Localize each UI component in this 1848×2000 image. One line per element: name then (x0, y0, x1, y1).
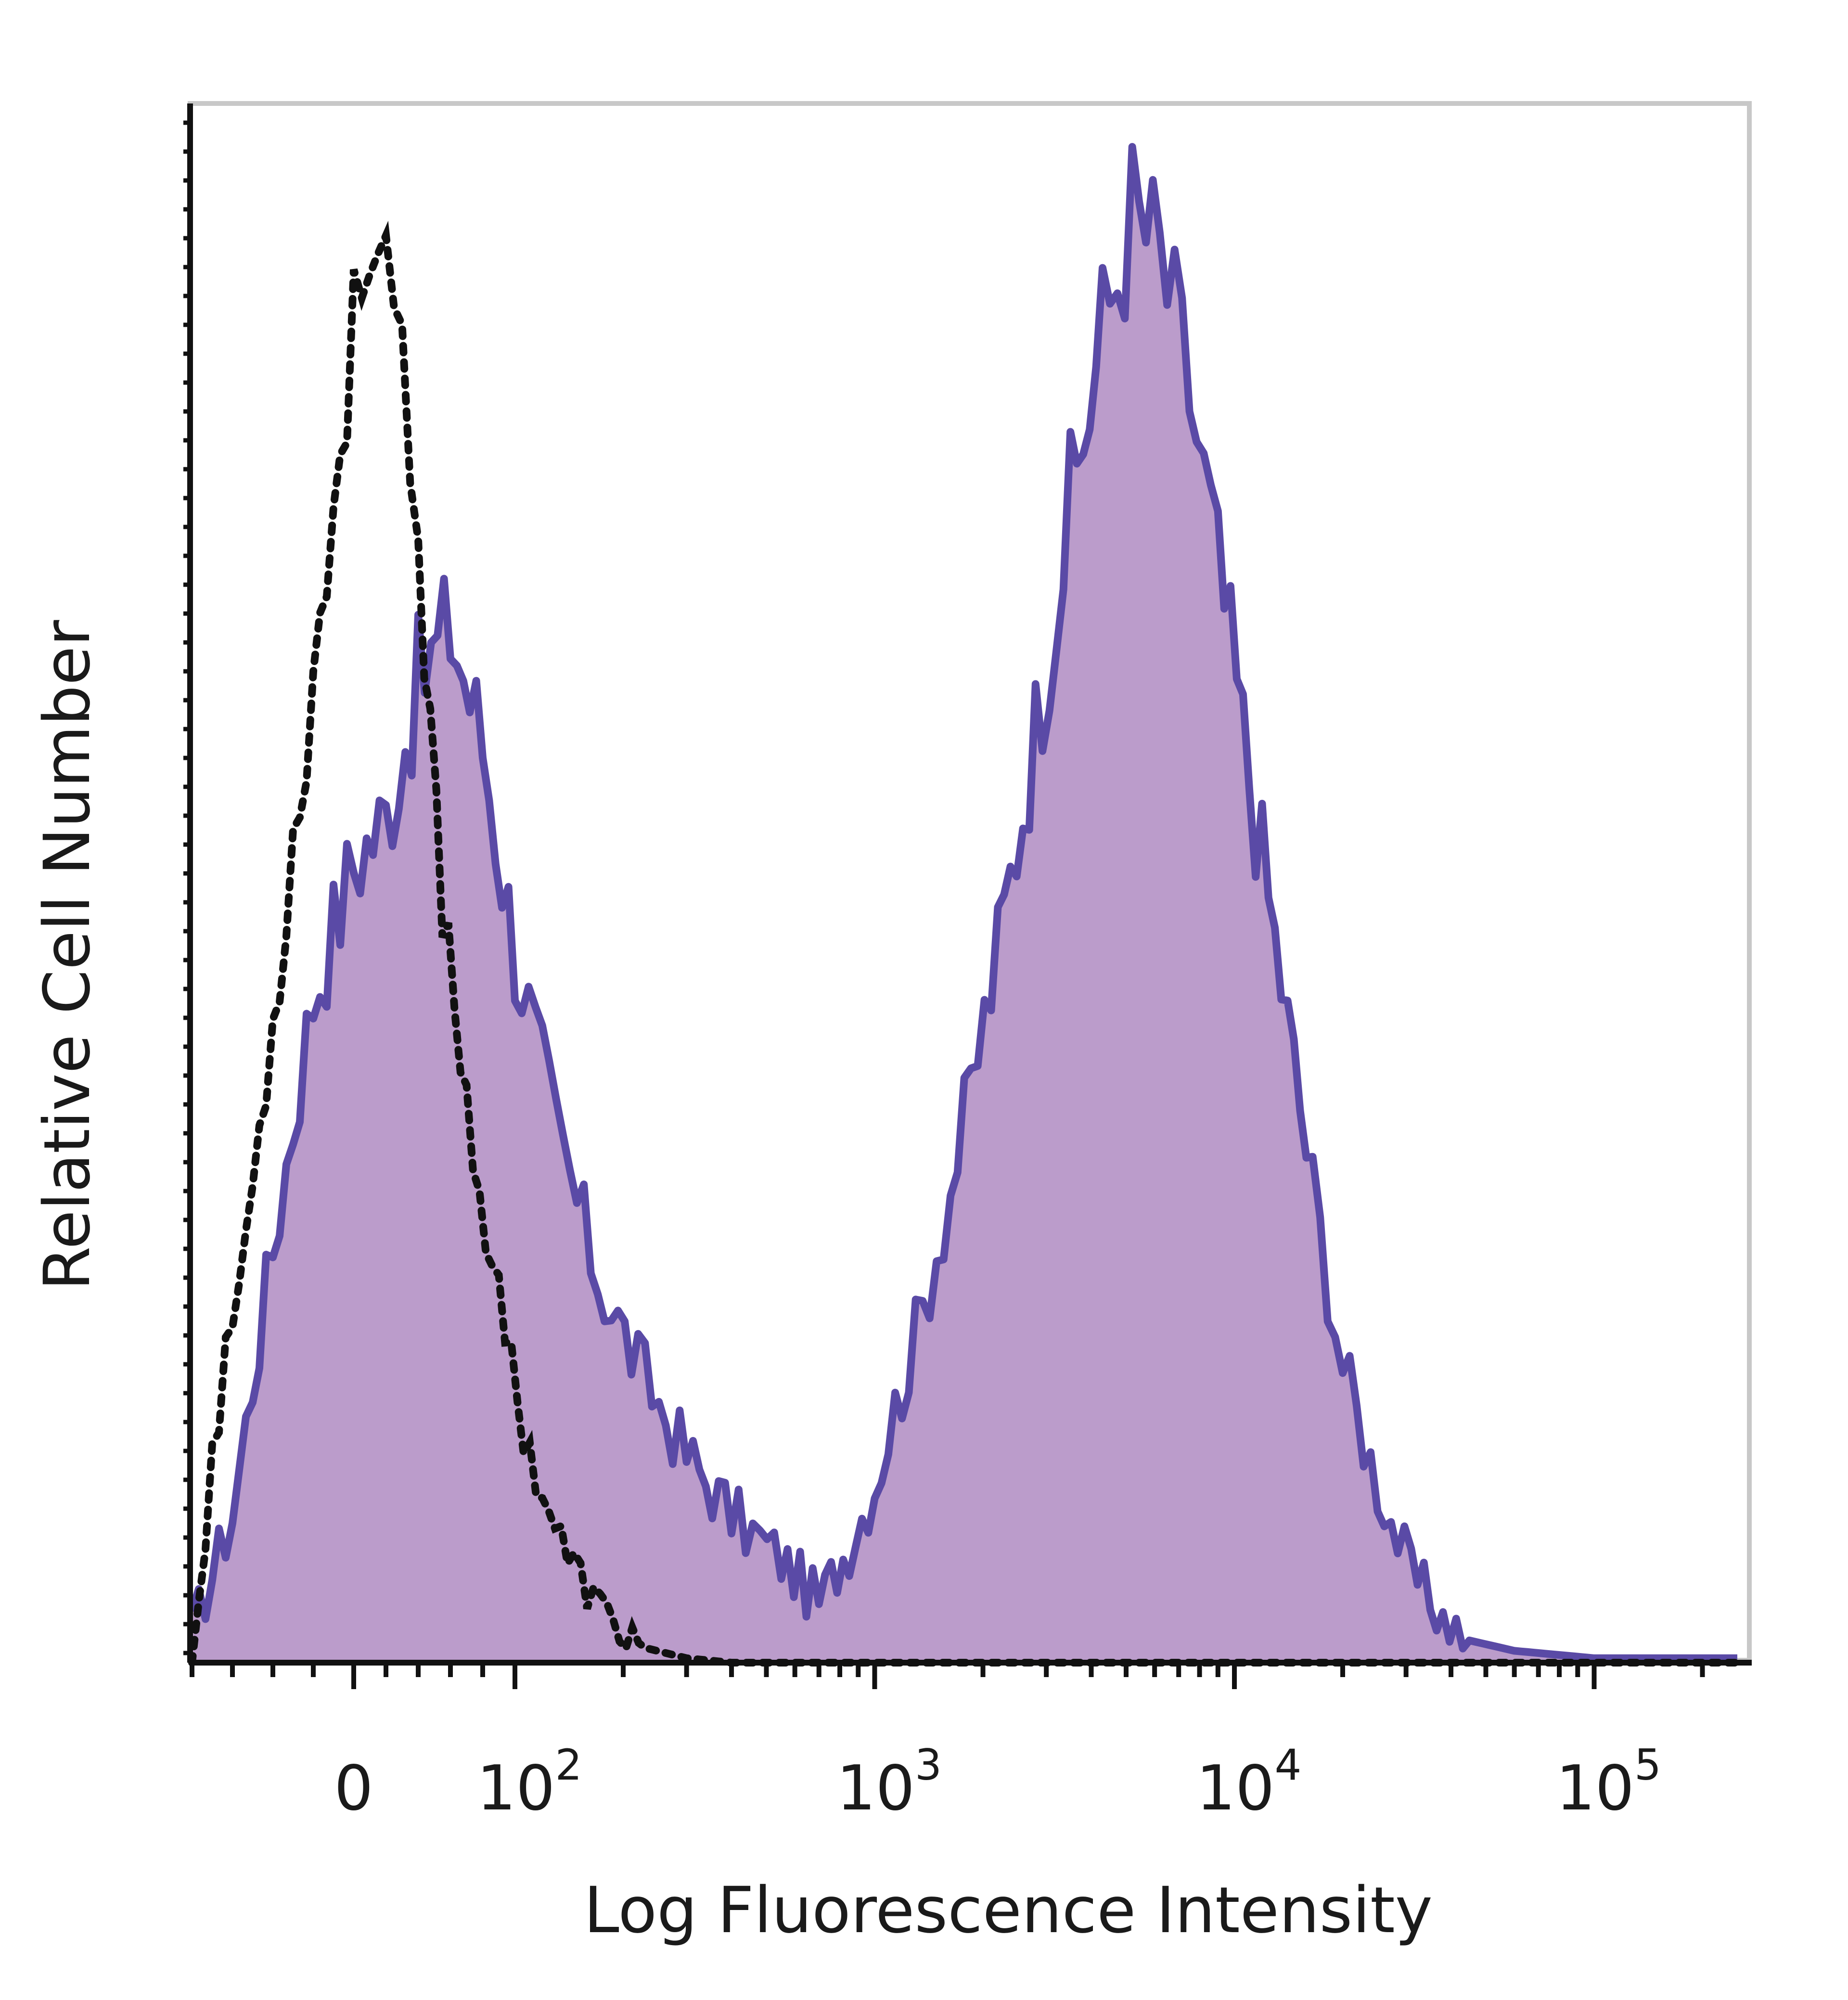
x-tick-label: 105 (1556, 1740, 1661, 1824)
x-tick-label: 102 (477, 1740, 582, 1824)
x-tick-label-exponent: 5 (1634, 1740, 1661, 1790)
x-tick-label-base: 10 (1556, 1753, 1634, 1824)
x-tick-label-base: 0 (334, 1753, 373, 1824)
x-tick-label-exponent: 2 (555, 1740, 582, 1790)
x-tick-labels: 0 102 103 104 105 (334, 1740, 1661, 1824)
y-axis-title: Relative Cell Number (30, 620, 104, 1291)
stained-histogram-line (188, 143, 1737, 1662)
x-ticks (190, 1663, 1705, 1689)
x-tick-label-base: 10 (477, 1753, 555, 1824)
stained-histogram-fill (192, 147, 1737, 1663)
x-tick-label: 0 (334, 1753, 373, 1824)
x-tick-label-base: 10 (836, 1753, 915, 1824)
x-tick-label-exponent: 3 (915, 1740, 942, 1790)
x-tick-label-base: 10 (1196, 1753, 1275, 1824)
x-axis-title: Log Fluorescence Intensity (584, 1873, 1433, 1948)
x-tick-label: 103 (836, 1740, 942, 1824)
x-tick-label-exponent: 4 (1274, 1740, 1301, 1790)
x-tick-label: 104 (1196, 1740, 1302, 1824)
y-minor-ticks (183, 120, 193, 1655)
